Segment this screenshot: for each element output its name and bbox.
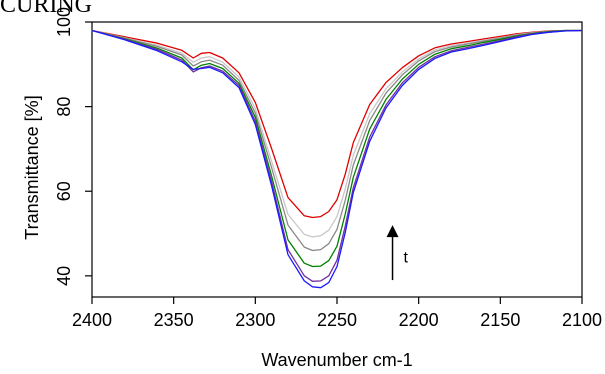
x-tick-label: 2100 <box>562 310 602 330</box>
series-line-2 <box>91 29 582 238</box>
plot-frame <box>91 21 583 298</box>
series-layer <box>91 29 583 289</box>
series-line-3 <box>91 29 582 252</box>
x-tick-label: 2400 <box>72 310 112 330</box>
x-tick-label: 2250 <box>317 310 357 330</box>
y-axis-label: Transmittance [%] <box>22 95 42 239</box>
time-arrow-annotation: t <box>386 225 409 281</box>
chart-title: CURING <box>0 0 92 18</box>
series-line-5 <box>91 29 583 282</box>
x-tick-label: 2150 <box>480 310 520 330</box>
time-arrow-label: t <box>404 250 409 267</box>
time-arrow-head-icon <box>386 225 399 238</box>
x-tick-label: 2350 <box>154 310 194 330</box>
series-line-1 <box>91 29 582 219</box>
series-line-6 <box>91 29 583 289</box>
y-tick-label: 60 <box>54 181 74 201</box>
y-tick-label: 100 <box>54 7 74 37</box>
x-axis-label: Wavenumber cm-1 <box>261 350 412 370</box>
x-tick-label: 2200 <box>399 310 439 330</box>
x-tick-label: 2300 <box>235 310 275 330</box>
series-line-4 <box>91 29 582 268</box>
y-tick-label: 80 <box>54 97 74 117</box>
y-tick-label: 40 <box>54 266 74 286</box>
y-axis-ticks: 40 60 80 100 <box>54 7 92 286</box>
x-axis-ticks: 2400 2350 2300 2250 2200 2150 2100 <box>72 297 602 330</box>
